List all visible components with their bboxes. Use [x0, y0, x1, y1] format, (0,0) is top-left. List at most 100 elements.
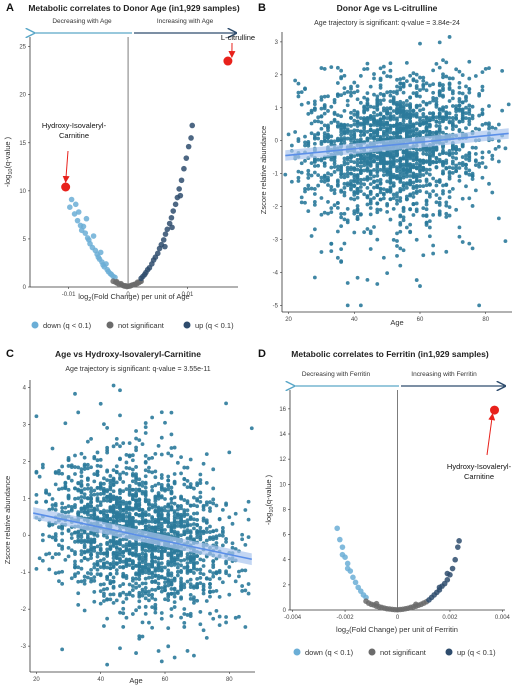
data-point — [424, 126, 429, 131]
data-point — [385, 133, 390, 138]
data-point — [306, 168, 311, 173]
data-point — [404, 194, 409, 199]
data-point — [166, 451, 171, 456]
data-point — [198, 557, 203, 562]
volcano-point — [350, 574, 356, 581]
data-point — [385, 151, 390, 156]
volcano-point — [168, 214, 175, 221]
data-point — [198, 567, 203, 572]
data-point — [365, 66, 370, 71]
data-point — [378, 98, 383, 103]
data-point — [159, 611, 164, 615]
data-point — [169, 504, 174, 509]
data-point — [92, 599, 97, 604]
data-point — [408, 168, 413, 173]
data-point — [326, 171, 330, 176]
data-point — [179, 519, 183, 523]
data-point — [401, 119, 406, 124]
data-point — [395, 153, 399, 158]
data-point — [401, 170, 406, 175]
data-point — [172, 501, 177, 506]
data-point — [395, 169, 399, 174]
data-point — [372, 185, 376, 190]
data-point — [483, 121, 488, 126]
data-point — [424, 202, 429, 207]
data-point — [124, 542, 129, 547]
data-point — [185, 571, 190, 575]
data-point — [66, 510, 71, 514]
data-point — [441, 75, 445, 80]
data-point — [342, 193, 347, 198]
data-point — [127, 516, 132, 520]
data-point — [434, 160, 439, 165]
data-point — [431, 98, 436, 103]
data-point — [163, 505, 167, 509]
data-point — [150, 587, 155, 592]
data-point — [95, 572, 100, 577]
volcano-point — [181, 165, 187, 172]
data-point — [283, 172, 288, 177]
data-point — [368, 127, 373, 132]
data-point — [195, 481, 200, 486]
data-point — [105, 509, 110, 514]
data-point — [108, 484, 113, 489]
data-point — [408, 153, 413, 158]
data-point — [121, 550, 126, 555]
data-point — [352, 112, 357, 117]
data-point — [316, 163, 321, 168]
data-point — [470, 204, 475, 208]
data-point — [349, 187, 353, 192]
data-point — [467, 111, 472, 116]
data-point — [137, 572, 142, 577]
data-point — [424, 122, 429, 126]
data-point — [121, 489, 126, 494]
data-point — [150, 470, 155, 475]
data-point — [349, 171, 353, 176]
data-point — [198, 495, 203, 499]
data-point — [134, 512, 138, 516]
data-point — [40, 462, 45, 467]
data-point — [159, 556, 164, 561]
panel-a-legend: down (q < 0.1) not significant up (q < 0… — [31, 321, 234, 330]
data-point — [441, 105, 445, 110]
data-point — [175, 530, 180, 535]
data-point — [441, 72, 445, 77]
data-point — [332, 110, 337, 115]
data-point — [98, 601, 103, 606]
data-point — [192, 571, 196, 575]
data-point — [208, 500, 212, 505]
data-point — [230, 521, 235, 526]
data-point — [401, 90, 406, 95]
data-point — [50, 497, 55, 501]
data-point — [201, 582, 206, 587]
data-point — [159, 513, 164, 518]
data-point — [332, 161, 337, 166]
data-point — [319, 212, 324, 217]
data-point — [319, 66, 324, 70]
data-point — [375, 123, 380, 128]
data-point — [401, 167, 406, 172]
data-point — [34, 492, 39, 497]
data-point — [411, 112, 416, 116]
data-point — [134, 429, 138, 433]
volcano-point — [72, 201, 79, 208]
data-point — [388, 61, 393, 66]
data-point — [477, 161, 482, 166]
data-point — [185, 579, 190, 584]
data-point — [69, 504, 74, 509]
data-point — [500, 68, 505, 73]
data-point — [411, 213, 416, 217]
data-point — [385, 203, 390, 208]
data-point — [385, 169, 390, 174]
data-point — [365, 129, 370, 134]
data-point — [375, 155, 380, 160]
data-point — [391, 206, 396, 211]
data-point — [427, 194, 432, 199]
data-point — [147, 519, 151, 524]
data-point — [204, 576, 209, 581]
y-tick-label: -1 — [273, 172, 279, 178]
data-point — [163, 508, 167, 513]
data-point — [82, 495, 87, 500]
